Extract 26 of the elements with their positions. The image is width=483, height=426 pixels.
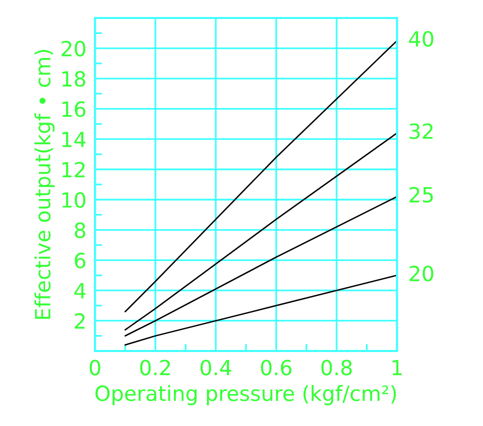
x-tick-label: 1 <box>392 360 402 376</box>
series-label: 20 <box>410 266 434 282</box>
x-tick-label: 0.2 <box>140 360 170 376</box>
x-tick-label: 0.6 <box>261 360 292 376</box>
y-tick-label: 12 <box>62 162 85 178</box>
y-axis-title: Effective output(kgf • cm) <box>34 50 55 319</box>
y-tick-label: 10 <box>62 192 86 208</box>
y-tick-label: 20 <box>62 40 86 56</box>
line-series <box>124 40 397 312</box>
y-tick-label: 8 <box>74 222 86 238</box>
y-tick-label: 16 <box>62 101 86 118</box>
x-tick-label: 0.8 <box>321 360 352 376</box>
line-series <box>124 274 397 346</box>
y-tick-label: 4 <box>74 283 86 298</box>
line-series <box>124 196 397 337</box>
y-tick-label: 18 <box>62 71 86 87</box>
y-tick-label: 2 <box>74 313 85 329</box>
line-series <box>124 132 397 331</box>
series-label: 32 <box>410 123 433 140</box>
y-tick-label: 14 <box>62 132 86 148</box>
y-tick-label: 6 <box>74 252 86 268</box>
series-label: 40 <box>409 30 434 47</box>
x-tick-label: 0.4 <box>200 360 232 376</box>
x-axis-title: Operating pressure (kgf/cm²) <box>95 385 396 406</box>
x-tick-label: 0 <box>90 360 100 376</box>
series-label: 25 <box>410 186 433 203</box>
